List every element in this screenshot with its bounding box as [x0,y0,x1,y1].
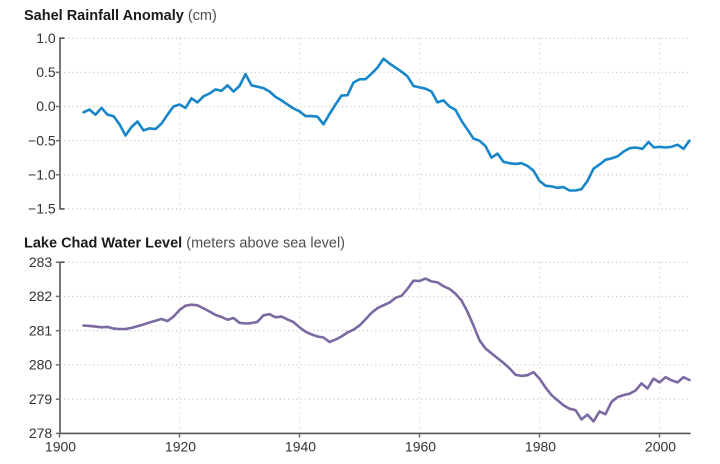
svg-text:Sahel Rainfall Anomaly (cm): Sahel Rainfall Anomaly (cm) [24,8,217,24]
svg-text:0.0: 0.0 [36,98,56,114]
svg-text:−0.5: −0.5 [28,132,56,148]
svg-text:Lake Chad Water Level (meters: Lake Chad Water Level (meters above sea … [24,236,345,252]
svg-text:1920: 1920 [165,439,196,455]
svg-text:283: 283 [29,254,53,270]
svg-text:0.5: 0.5 [36,64,56,80]
svg-text:2000: 2000 [645,439,676,455]
svg-text:−1.0: −1.0 [28,166,56,182]
svg-text:−1.5: −1.5 [28,201,56,217]
svg-text:1980: 1980 [525,439,556,455]
svg-text:281: 281 [29,322,53,338]
svg-text:282: 282 [29,288,53,304]
svg-text:279: 279 [29,391,53,407]
svg-text:1960: 1960 [405,439,436,455]
svg-text:278: 278 [29,425,53,441]
svg-text:280: 280 [29,357,53,373]
svg-text:1940: 1940 [285,439,316,455]
svg-text:1.0: 1.0 [36,30,56,46]
svg-text:1900: 1900 [45,439,76,455]
